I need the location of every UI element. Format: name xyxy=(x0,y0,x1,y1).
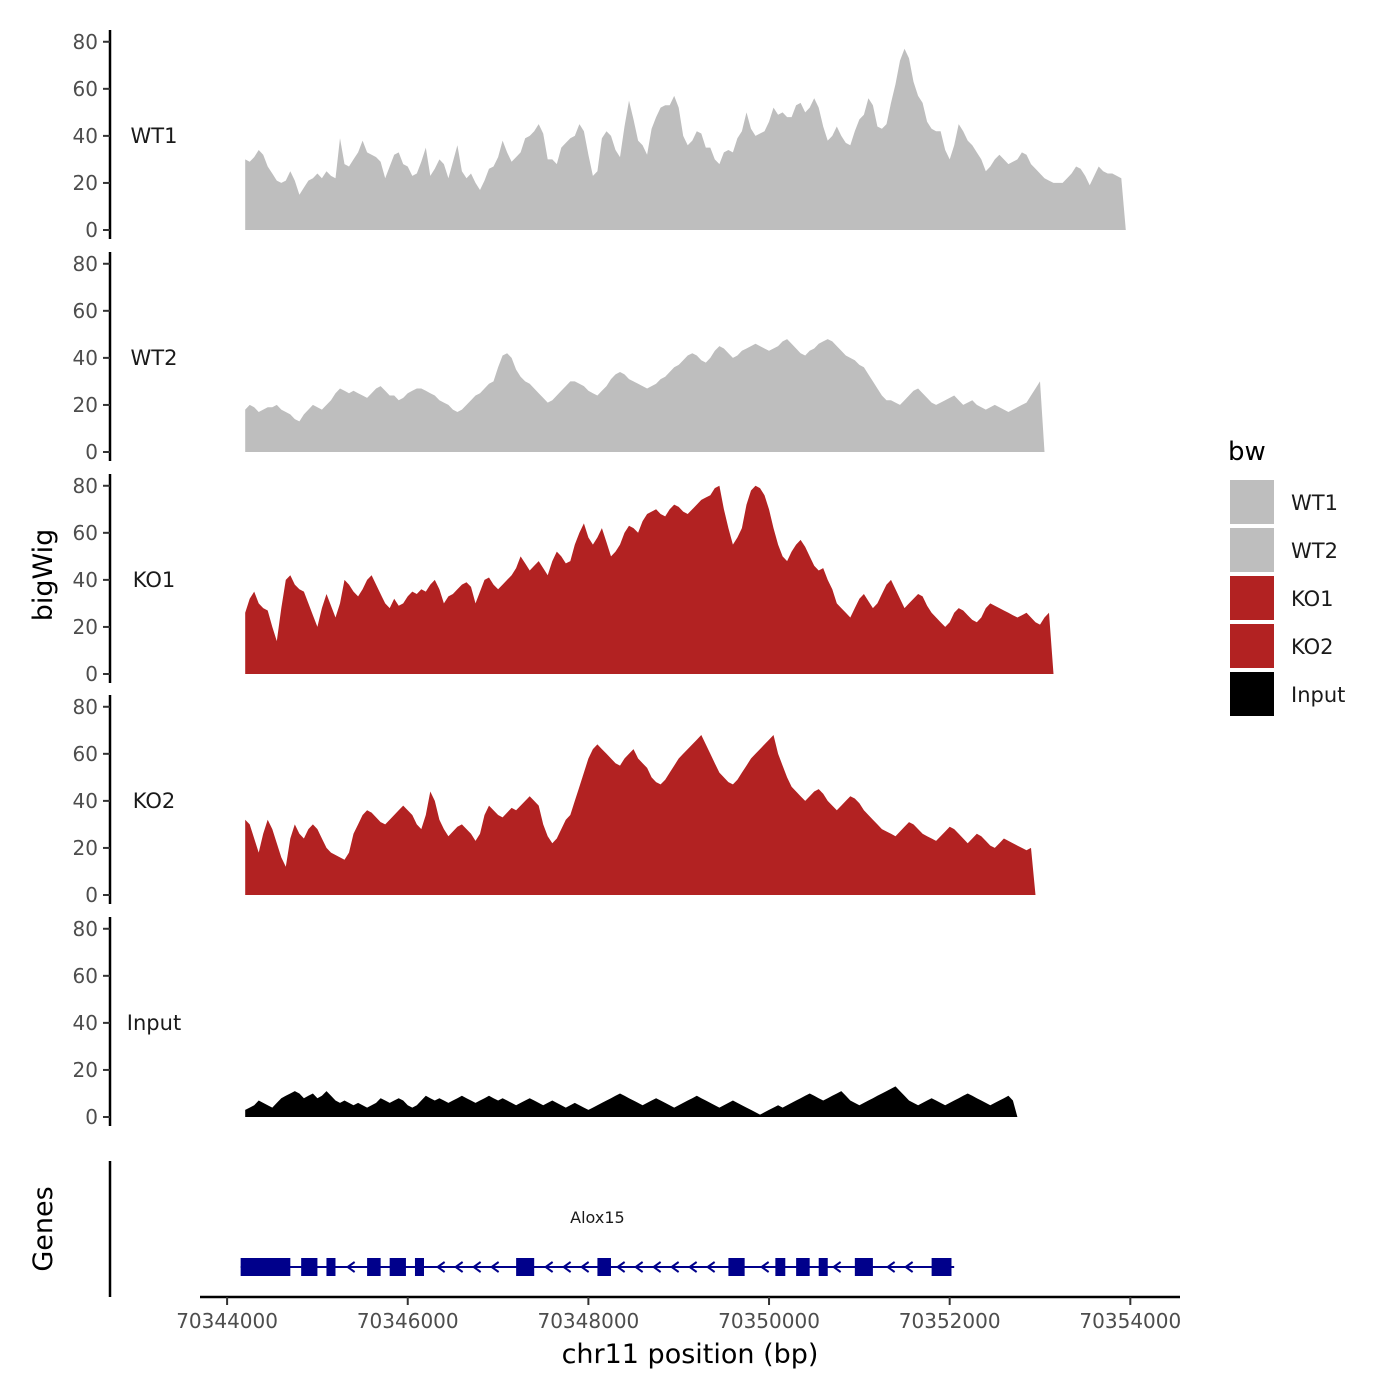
y-axis-title: bigWig xyxy=(28,529,59,622)
legend-title: bw xyxy=(1228,437,1266,467)
x-tick-label: 70348000 xyxy=(537,1309,639,1333)
strand-arrow xyxy=(543,1261,554,1273)
strand-arrow xyxy=(579,1261,590,1273)
track-wt2: 0 20 40 60 80 WT2 xyxy=(73,252,1045,464)
y-tick-label: 80 xyxy=(73,917,98,941)
strand-arrow xyxy=(885,1261,896,1273)
legend-label-ko1: KO1 xyxy=(1291,587,1334,611)
y-tick-label: 20 xyxy=(73,836,98,860)
track-ko2: 0 20 40 60 80 KO2 xyxy=(73,695,1036,907)
exon xyxy=(728,1258,745,1276)
exon xyxy=(931,1258,952,1276)
track-label-wt2: WT2 xyxy=(131,346,178,370)
legend-swatch-wt2 xyxy=(1230,528,1274,572)
y-tick-label: 40 xyxy=(73,1011,98,1035)
legend: bw WT1 WT2 KO1 KO2 Input xyxy=(1228,437,1345,716)
exon xyxy=(818,1258,828,1276)
strand-arrow xyxy=(489,1261,500,1273)
legend-label-wt1: WT1 xyxy=(1291,491,1338,515)
exon xyxy=(414,1258,424,1276)
exon xyxy=(597,1258,611,1276)
track-input: 0 20 40 60 80 Input xyxy=(73,917,1018,1129)
y-tick-label: 60 xyxy=(73,299,98,323)
x-axis: 70344000 70346000 70348000 70350000 70352000… xyxy=(176,1295,1181,1333)
y-tick-label: 60 xyxy=(73,742,98,766)
y-tick-label: 40 xyxy=(73,346,98,370)
exon xyxy=(389,1258,406,1276)
y-tick-label: 0 xyxy=(85,440,98,464)
y-tick-label: 0 xyxy=(85,1105,98,1129)
exon xyxy=(854,1258,873,1276)
exon xyxy=(301,1258,318,1276)
track-label-ko1: KO1 xyxy=(133,568,176,592)
track-label-ko2: KO2 xyxy=(133,789,176,813)
y-tick-label: 80 xyxy=(73,695,98,719)
y-tick-label: 20 xyxy=(73,615,98,639)
y-tick-label: 0 xyxy=(85,218,98,242)
gene-name-label: Alox15 xyxy=(570,1208,625,1227)
legend-swatch-input xyxy=(1230,672,1274,716)
strand-arrow xyxy=(633,1261,644,1273)
genes-track-title: Genes xyxy=(28,1186,59,1271)
x-tick-label: 70354000 xyxy=(1079,1309,1181,1333)
track-label-input: Input xyxy=(127,1011,181,1035)
y-tick-label: 60 xyxy=(73,521,98,545)
strand-arrow xyxy=(615,1261,626,1273)
legend-swatch-wt1 xyxy=(1230,480,1274,524)
area-input xyxy=(245,1086,1018,1117)
strand-arrow xyxy=(669,1261,680,1273)
area-wt1 xyxy=(245,48,1126,230)
y-tick-label: 80 xyxy=(73,30,98,54)
legend-label-ko2: KO2 xyxy=(1291,635,1334,659)
strand-arrow xyxy=(453,1261,464,1273)
strand-arrow xyxy=(471,1261,482,1273)
legend-swatch-ko2 xyxy=(1230,624,1274,668)
exon xyxy=(367,1258,381,1276)
area-wt2 xyxy=(245,339,1045,452)
y-tick-label: 60 xyxy=(73,964,98,988)
strand-arrow xyxy=(435,1261,446,1273)
area-ko2 xyxy=(245,735,1036,895)
exon xyxy=(256,1258,291,1276)
strand-arrow xyxy=(759,1261,770,1273)
genes-panel: Alox15 xyxy=(108,1161,955,1297)
legend-label-wt2: WT2 xyxy=(1291,539,1338,563)
legend-label-input: Input xyxy=(1291,683,1345,707)
x-tick-label: 70344000 xyxy=(176,1309,278,1333)
y-tick-label: 80 xyxy=(73,252,98,276)
legend-swatch-ko1 xyxy=(1230,576,1274,620)
x-axis-title: chr11 position (bp) xyxy=(562,1339,819,1370)
y-tick-label: 80 xyxy=(73,474,98,498)
y-tick-label: 20 xyxy=(73,171,98,195)
track-wt1: 0 20 40 60 80 WT1 xyxy=(73,30,1126,242)
y-tick-label: 40 xyxy=(73,124,98,148)
y-tick-label: 0 xyxy=(85,883,98,907)
track-ko1: 0 20 40 60 80 KO1 xyxy=(73,474,1054,686)
track-label-wt1: WT1 xyxy=(131,124,178,148)
exon xyxy=(326,1258,336,1276)
strand-arrow xyxy=(903,1261,914,1273)
y-tick-label: 40 xyxy=(73,789,98,813)
x-tick-label: 70346000 xyxy=(357,1309,459,1333)
y-tick-label: 0 xyxy=(85,662,98,686)
strand-arrow xyxy=(345,1261,356,1273)
strand-arrow xyxy=(831,1261,842,1273)
x-tick-label: 70352000 xyxy=(899,1309,1001,1333)
area-ko1 xyxy=(245,485,1054,674)
exon xyxy=(796,1258,810,1276)
y-tick-label: 20 xyxy=(73,393,98,417)
strand-arrow xyxy=(705,1261,716,1273)
exon xyxy=(775,1258,786,1276)
exon xyxy=(240,1258,256,1276)
x-tick-label: 70350000 xyxy=(718,1309,820,1333)
strand-arrow xyxy=(651,1261,662,1273)
y-tick-label: 40 xyxy=(73,568,98,592)
strand-arrow xyxy=(561,1261,572,1273)
y-tick-label: 20 xyxy=(73,1058,98,1082)
y-tick-label: 60 xyxy=(73,77,98,101)
strand-arrow xyxy=(687,1261,698,1273)
exon xyxy=(516,1258,535,1276)
signal-tracks: 0 20 40 60 80 WT1 0 20 40 60 80 WT2 0 20 40 60 80 KO1 0 20 4… xyxy=(73,30,1126,1129)
